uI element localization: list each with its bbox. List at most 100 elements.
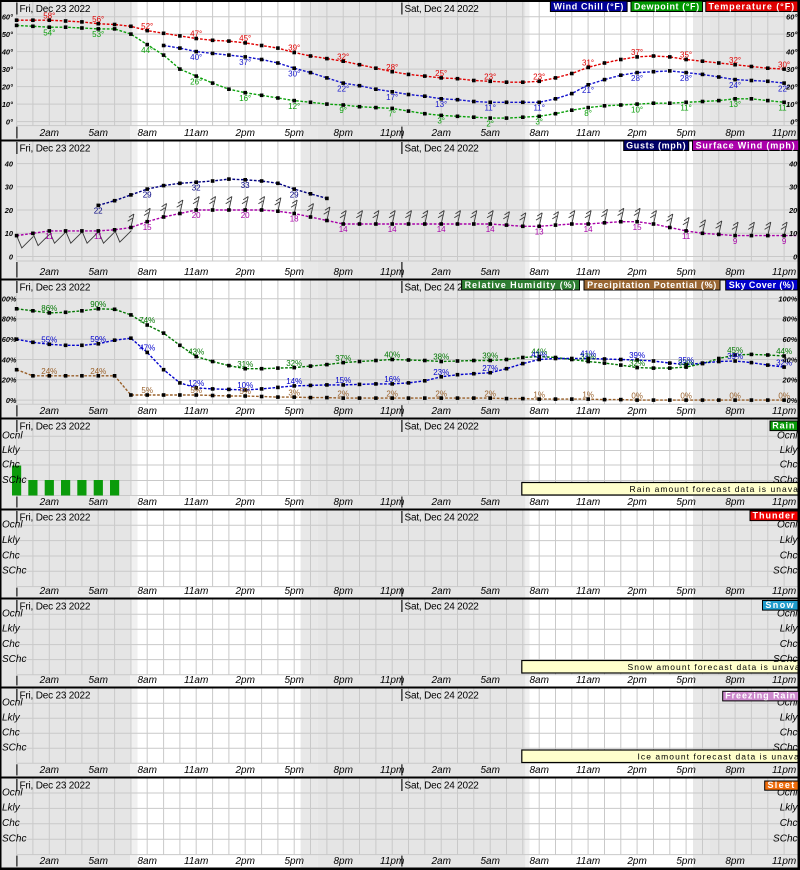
- svg-text:3%: 3%: [288, 388, 300, 397]
- svg-text:20: 20: [788, 206, 798, 215]
- svg-text:32%: 32%: [629, 359, 645, 368]
- svg-text:8am: 8am: [529, 497, 548, 508]
- svg-text:20%: 20%: [1, 376, 17, 385]
- svg-text:SChc: SChc: [773, 834, 797, 845]
- svg-text:8am: 8am: [137, 675, 156, 686]
- svg-text:5pm: 5pm: [284, 267, 303, 278]
- svg-text:26°: 26°: [190, 77, 202, 86]
- svg-text:2am: 2am: [39, 765, 59, 776]
- svg-text:32%: 32%: [776, 358, 792, 367]
- svg-text:33%: 33%: [678, 358, 694, 367]
- svg-text:Sat, Dec 24 2022: Sat, Dec 24 2022: [405, 602, 480, 613]
- svg-text:32°: 32°: [337, 52, 349, 61]
- svg-text:8am: 8am: [529, 586, 548, 597]
- svg-text:8pm: 8pm: [333, 765, 352, 776]
- svg-text:9: 9: [782, 237, 787, 246]
- svg-text:2pm: 2pm: [626, 675, 646, 686]
- svg-text:8am: 8am: [529, 765, 548, 776]
- svg-text:100%: 100%: [0, 295, 17, 304]
- svg-text:11am: 11am: [576, 497, 600, 508]
- svg-text:60%: 60%: [2, 335, 17, 344]
- svg-text:39°: 39°: [288, 44, 300, 53]
- svg-text:30: 30: [5, 183, 14, 192]
- svg-text:Chc: Chc: [2, 818, 20, 829]
- svg-text:Snow: Snow: [765, 600, 795, 610]
- svg-text:0%: 0%: [778, 391, 790, 400]
- svg-text:86%: 86%: [41, 304, 57, 313]
- svg-text:2pm: 2pm: [234, 586, 254, 597]
- svg-text:40%: 40%: [782, 355, 798, 364]
- svg-text:2am: 2am: [430, 267, 450, 278]
- svg-text:39%: 39%: [482, 352, 498, 361]
- svg-text:8am: 8am: [137, 765, 156, 776]
- svg-text:5am: 5am: [480, 497, 499, 508]
- svg-text:11am: 11am: [184, 765, 208, 776]
- svg-text:3°: 3°: [535, 118, 543, 127]
- svg-text:60°: 60°: [786, 13, 797, 22]
- svg-text:8am: 8am: [529, 406, 548, 417]
- svg-text:23°: 23°: [484, 73, 496, 82]
- svg-text:11°: 11°: [484, 104, 496, 113]
- svg-text:23%: 23%: [433, 368, 449, 377]
- svg-text:2pm: 2pm: [626, 267, 646, 278]
- svg-text:Chc: Chc: [2, 550, 20, 561]
- svg-text:11am: 11am: [576, 675, 600, 686]
- svg-text:8pm: 8pm: [333, 128, 352, 139]
- svg-text:11am: 11am: [576, 406, 600, 417]
- svg-text:5am: 5am: [480, 586, 499, 597]
- svg-text:Thunder: Thunder: [753, 510, 796, 520]
- svg-text:11°: 11°: [680, 104, 692, 113]
- svg-text:Lkly: Lkly: [2, 535, 21, 546]
- svg-text:5am: 5am: [88, 406, 107, 417]
- svg-text:38%: 38%: [433, 353, 449, 362]
- svg-text:11am: 11am: [576, 856, 600, 867]
- svg-text:45°: 45°: [239, 34, 251, 43]
- svg-text:Sleet: Sleet: [767, 780, 795, 790]
- svg-text:5am: 5am: [88, 586, 107, 597]
- svg-text:Sky Cover (%): Sky Cover (%): [729, 280, 795, 290]
- svg-text:5pm: 5pm: [284, 675, 303, 686]
- svg-text:11am: 11am: [184, 586, 208, 597]
- svg-text:40%: 40%: [1, 355, 17, 364]
- svg-text:11: 11: [94, 232, 103, 241]
- svg-text:2%: 2%: [386, 389, 398, 398]
- svg-text:Fri, Dec 23 2022: Fri, Dec 23 2022: [20, 283, 91, 294]
- svg-text:Sat, Dec 24 2022: Sat, Dec 24 2022: [405, 691, 480, 702]
- svg-text:11pm: 11pm: [772, 267, 796, 278]
- svg-text:Gusts (mph): Gusts (mph): [626, 140, 686, 150]
- svg-text:32: 32: [192, 183, 201, 192]
- svg-text:56°: 56°: [92, 15, 104, 24]
- svg-text:44°: 44°: [141, 46, 153, 55]
- svg-text:8pm: 8pm: [333, 267, 352, 278]
- svg-text:8pm: 8pm: [725, 586, 744, 597]
- svg-text:2am: 2am: [430, 765, 450, 776]
- svg-text:16°: 16°: [239, 94, 251, 103]
- svg-text:3°: 3°: [437, 117, 445, 126]
- svg-text:2pm: 2pm: [626, 128, 646, 139]
- svg-text:11am: 11am: [184, 856, 208, 867]
- svg-text:8pm: 8pm: [725, 497, 744, 508]
- svg-text:Sat, Dec 24 2022: Sat, Dec 24 2022: [405, 283, 480, 294]
- svg-text:Relative Humidity (%): Relative Humidity (%): [465, 280, 577, 290]
- svg-text:2pm: 2pm: [234, 497, 254, 508]
- svg-text:5am: 5am: [88, 675, 107, 686]
- svg-text:8am: 8am: [137, 497, 156, 508]
- svg-text:40%: 40%: [384, 351, 400, 360]
- svg-text:Lkly: Lkly: [780, 445, 799, 456]
- svg-text:2am: 2am: [430, 675, 450, 686]
- svg-text:24%: 24%: [90, 367, 106, 376]
- svg-text:2am: 2am: [430, 856, 450, 867]
- svg-text:32%: 32%: [286, 359, 302, 368]
- svg-text:12%: 12%: [188, 379, 204, 388]
- svg-text:Lkly: Lkly: [780, 535, 799, 546]
- svg-text:29: 29: [290, 190, 299, 199]
- svg-text:2am: 2am: [39, 675, 59, 686]
- svg-text:11am: 11am: [184, 128, 208, 139]
- svg-text:47°: 47°: [190, 30, 202, 39]
- svg-text:25°: 25°: [435, 69, 447, 78]
- svg-text:41%: 41%: [531, 351, 547, 360]
- svg-text:Rain amount forecast data is u: Rain amount forecast data is unavailable…: [630, 484, 800, 494]
- svg-text:Lkly: Lkly: [2, 803, 21, 814]
- svg-text:Sat, Dec 24 2022: Sat, Dec 24 2022: [405, 781, 480, 792]
- svg-text:30°: 30°: [288, 69, 300, 78]
